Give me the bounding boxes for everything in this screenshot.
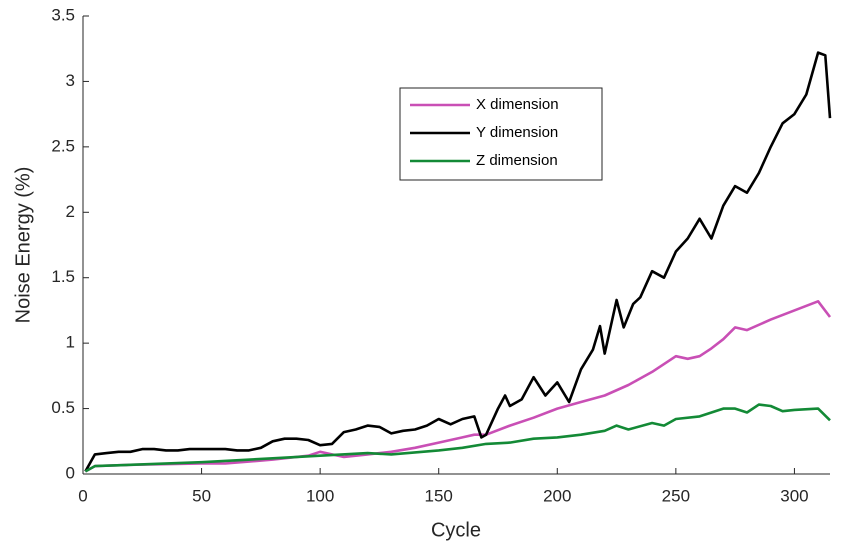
x-tick-label: 200 [543,486,571,505]
y-axis-title: Noise Energy (%) [12,167,34,324]
series-line [84,300,832,473]
y-tick-label: 2.5 [51,136,75,155]
y-tick-label: 3 [66,71,75,90]
series-line [84,51,832,473]
legend-label: X dimension [476,96,559,113]
x-axis-title: Cycle [431,519,481,541]
x-tick-label: 150 [425,486,453,505]
y-tick-label: 1.5 [51,267,75,286]
x-tick-label: 0 [78,486,87,505]
x-tick-label: 100 [306,486,334,505]
legend-label: Z dimension [476,152,558,169]
y-tick-label: 3.5 [51,5,75,24]
series-line [84,403,831,473]
legend-label: Y dimension [476,124,558,141]
x-tick-label: 50 [192,486,211,505]
y-tick-label: 2 [66,202,75,221]
y-tick-label: 0.5 [51,398,75,417]
x-tick-label: 250 [662,486,690,505]
y-tick-label: 1 [66,333,75,352]
legend: X dimension Y dimension Z dimension [399,87,603,181]
y-tick-label: 0 [66,463,75,482]
x-tick-label: 300 [780,486,808,505]
